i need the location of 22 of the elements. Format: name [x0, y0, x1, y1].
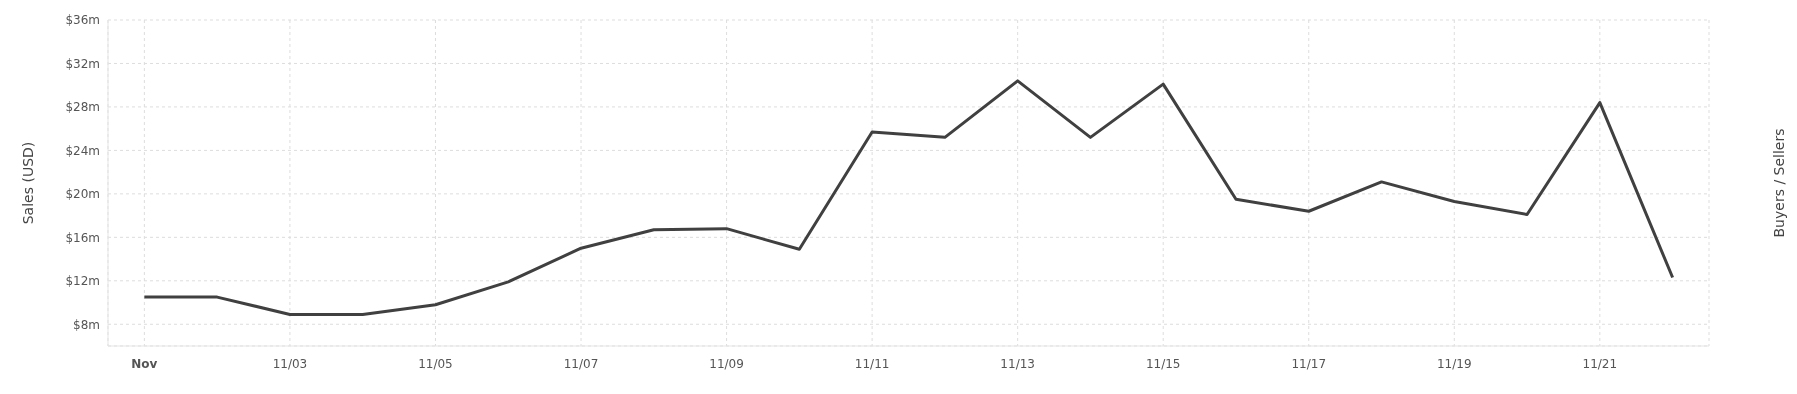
line-series: [142, 79, 1675, 316]
y-tick-label: $36m: [65, 13, 100, 28]
x-tick-label: 11/15: [1145, 357, 1181, 371]
x-tick-label: 11/19: [1437, 357, 1472, 371]
y-axis-title: Sales (USD): [19, 141, 36, 225]
x-tick-label: 11/03: [272, 357, 308, 371]
x-tick-label: 11/07: [563, 357, 599, 371]
x-tick-label: Nov: [131, 357, 158, 371]
y2-axis-title: Buyers / Sellers: [1770, 128, 1787, 238]
y-tick-label: $24m: [65, 143, 100, 158]
y-tick-label: $8m: [73, 317, 100, 332]
y-tick-label: $28m: [65, 100, 100, 115]
x-tick-label: 11/17: [1291, 357, 1327, 371]
y-tick-label: $20m: [65, 187, 100, 202]
x-tick-label: 11/21: [1582, 357, 1618, 371]
x-tick-label: 11/05: [418, 357, 453, 371]
y-tick-label: $16m: [65, 230, 100, 245]
x-tick-label: 11/09: [709, 357, 744, 371]
x-tick-label: 11/13: [1000, 357, 1035, 371]
y-tick-label: $12m: [65, 274, 100, 289]
y-tick-label: $32m: [65, 56, 100, 71]
x-tick-label: 11/11: [854, 357, 890, 371]
